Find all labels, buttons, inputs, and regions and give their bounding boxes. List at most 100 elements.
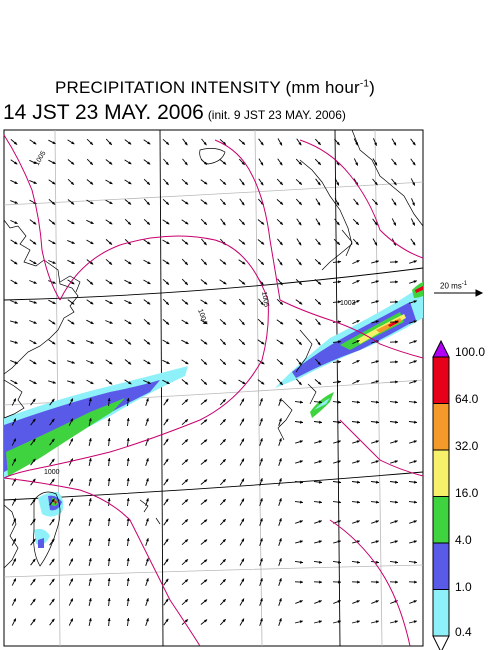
wind-vector [314, 258, 322, 266]
wind-vector [143, 318, 151, 326]
wind-vector [276, 378, 284, 386]
wind-vector [239, 538, 245, 546]
wind-vector [29, 139, 37, 145]
wind-vector [219, 338, 227, 346]
wind-vector [259, 518, 263, 526]
wind-vector [333, 238, 341, 246]
wind-vector [105, 359, 113, 365]
wind-vector [296, 238, 302, 246]
wind-vector [259, 478, 263, 486]
wind-vector [239, 198, 245, 206]
wind-vector [181, 278, 189, 286]
isobar-label: 1004 [196, 308, 208, 325]
wind-vector [124, 359, 132, 365]
wind-vector [88, 617, 92, 627]
wind-vector [182, 138, 188, 146]
wind-vector [163, 418, 169, 426]
wind-vector [238, 279, 246, 285]
colorbar-tick: 16.0 [455, 486, 479, 500]
wind-vector [124, 379, 132, 385]
wind-vector [295, 460, 303, 464]
wind-vector [219, 418, 227, 426]
wind-vector [409, 380, 417, 384]
wind-vector [296, 358, 302, 366]
wind-vector [278, 438, 282, 446]
wind-vector [11, 618, 17, 626]
wind-vector [30, 398, 36, 406]
wind-vector [49, 398, 55, 406]
wind-vector [88, 417, 92, 427]
wind-vector [410, 138, 416, 146]
colorbar-tick: 1.0 [455, 580, 472, 594]
wind-vector [238, 139, 246, 145]
chart-title: PRECIPITATION INTENSITY (mm hour-1) [0, 78, 430, 98]
wind-vector [107, 557, 111, 567]
wind-vector [219, 538, 227, 546]
wind-vector [48, 219, 56, 225]
wind-vector [107, 437, 111, 447]
wind-vector [88, 577, 92, 587]
wind-vector [219, 299, 227, 305]
wind-vector [145, 558, 149, 566]
wind-vector [88, 477, 92, 487]
wind-vector [389, 380, 399, 384]
wind-vector [314, 520, 322, 524]
wind-vector [107, 537, 111, 547]
wind-vector [67, 380, 75, 384]
wind-vector [315, 178, 321, 186]
wind-vector [219, 558, 227, 566]
wind-vector [389, 260, 399, 264]
wind-vector [49, 578, 55, 586]
wind-vector [370, 620, 380, 624]
wind-vector [163, 598, 169, 606]
wind-vector [181, 199, 189, 205]
wind-vector [88, 597, 92, 607]
wind-vector [30, 458, 36, 466]
wind-vector [295, 178, 303, 186]
wind-vector [68, 558, 74, 566]
wind-vector [332, 380, 342, 384]
wind-vector [162, 359, 170, 365]
wind-vector [313, 560, 323, 564]
wind-vector [219, 279, 227, 285]
wind-vector [181, 379, 189, 385]
wind-vector [239, 498, 245, 506]
wind-vector [352, 379, 360, 385]
wind-vector [371, 280, 379, 284]
wind-vector [86, 138, 94, 146]
wind-vector [314, 298, 322, 306]
wind-vector [219, 438, 227, 446]
wind-vector [371, 520, 379, 524]
wind-vector [409, 300, 417, 304]
wind-vector [313, 580, 323, 584]
wind-vector [68, 498, 74, 506]
wind-vector [313, 400, 323, 404]
wind-vector [11, 398, 17, 406]
map-frame [3, 129, 424, 647]
wind-vector [371, 540, 379, 544]
wind-vector [48, 179, 56, 185]
wind-vector [391, 178, 397, 186]
wind-vector [105, 179, 113, 185]
wind-vector [238, 338, 246, 346]
wind-vector [30, 438, 36, 446]
wind-vector [124, 299, 132, 305]
wind-vector [390, 520, 398, 524]
wind-vector [126, 517, 130, 527]
wind-vector [86, 319, 94, 325]
wind-vector [409, 280, 417, 284]
wind-vector [11, 498, 17, 506]
wind-vector [200, 579, 208, 585]
wind-vector [238, 218, 246, 226]
wind-vector [409, 540, 417, 544]
wind-vector [409, 600, 417, 604]
wind-vector [332, 420, 342, 424]
isobars [3, 134, 424, 647]
init-time: (init. 9 JST 23 MAY. 2006) [207, 108, 346, 122]
wind-vector [332, 400, 342, 404]
wind-vector [86, 158, 94, 166]
wind-vector [372, 138, 378, 146]
wind-vector [259, 598, 263, 606]
wind-vector [257, 219, 265, 225]
wind-vector [30, 558, 36, 566]
